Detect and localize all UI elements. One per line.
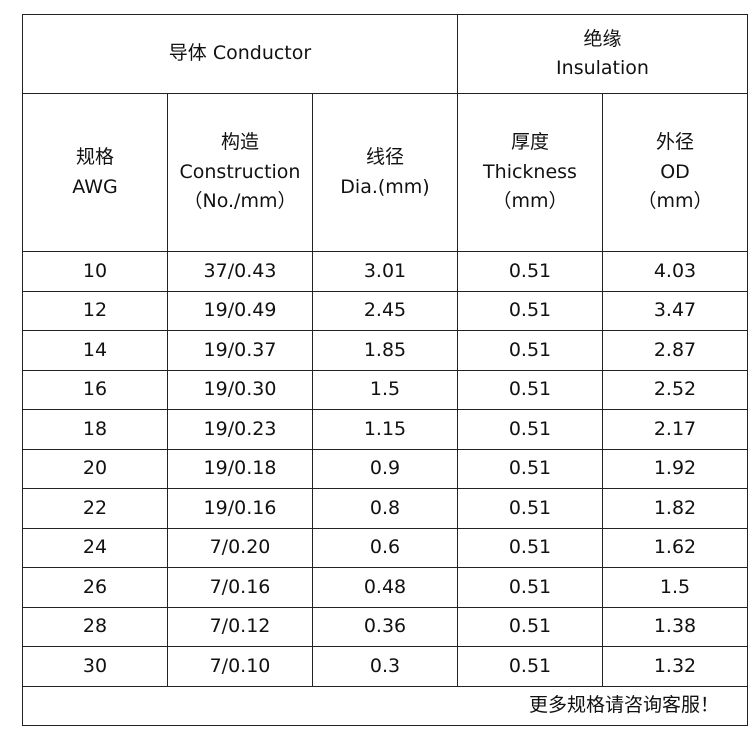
footer-note: 更多规格请咨询客服！ [22, 685, 748, 726]
data-cell: 0.51 [457, 251, 603, 292]
data-row: 14 19/0.37 1.85 0.51 2.87 [22, 330, 748, 371]
data-cell: 0.6 [312, 527, 458, 568]
data-cell: 0.51 [457, 646, 603, 687]
data-cell: 20 [22, 448, 168, 489]
spec-table: 导体 Conductor 绝缘 Insulation 规格 AWG 构造 Construct… [22, 14, 748, 726]
group-header-cell: 绝缘 Insulation [457, 14, 748, 94]
data-cell: 0.48 [312, 567, 458, 608]
data-cell: 37/0.43 [167, 251, 313, 292]
data-cell: 1.15 [312, 409, 458, 450]
data-cell: 19/0.49 [167, 290, 313, 331]
header-line: Construction [179, 160, 301, 183]
header-line: Thickness [483, 160, 577, 183]
header-line: （No./mm） [183, 190, 297, 213]
data-cell: 28 [22, 606, 168, 647]
data-cell: 0.51 [457, 290, 603, 331]
column-header-cell: 线径 Dia.(mm) [312, 93, 458, 252]
data-cell: 0.51 [457, 330, 603, 371]
data-cell: 2.87 [602, 330, 748, 371]
header-line: AWG [72, 175, 118, 198]
data-cell: 0.51 [457, 527, 603, 568]
data-cell: 2.17 [602, 409, 748, 450]
column-header-row: 规格 AWG 构造 Construction （No./mm） 线径 Dia.(mm) 厚度 T… [22, 93, 748, 252]
footer-row: 更多规格请咨询客服！ [22, 685, 748, 726]
data-cell: 18 [22, 409, 168, 450]
header-line: 厚度 [510, 131, 549, 154]
data-cell: 1.5 [312, 369, 458, 410]
header-line: Insulation [556, 57, 649, 79]
header-line: 导体 Conductor [168, 42, 312, 65]
data-row: 30 7/0.10 0.3 0.51 1.32 [22, 646, 748, 687]
data-cell: 14 [22, 330, 168, 371]
group-header-cell: 导体 Conductor [22, 14, 458, 94]
data-row: 28 7/0.12 0.36 0.51 1.38 [22, 606, 748, 647]
data-row: 20 19/0.18 0.9 0.51 1.92 [22, 448, 748, 489]
header-line: （mm） [637, 190, 713, 213]
header-line: 规格 [75, 146, 114, 169]
data-cell: 0.36 [312, 606, 458, 647]
header-line: 绝缘 [583, 27, 622, 50]
data-cell: 4.03 [602, 251, 748, 292]
data-cell: 1.92 [602, 448, 748, 489]
data-cell: 0.51 [457, 488, 603, 529]
data-cell: 1.32 [602, 646, 748, 687]
data-cell: 0.51 [457, 409, 603, 450]
data-cell: 2.45 [312, 290, 458, 331]
data-cell: 19/0.16 [167, 488, 313, 529]
data-cell: 26 [22, 567, 168, 608]
data-cell: 22 [22, 488, 168, 529]
data-row: 22 19/0.16 0.8 0.51 1.82 [22, 488, 748, 529]
data-cell: 19/0.30 [167, 369, 313, 410]
data-cell: 1.62 [602, 527, 748, 568]
data-cell: 30 [22, 646, 168, 687]
data-cell: 10 [22, 251, 168, 292]
data-row: 12 19/0.49 2.45 0.51 3.47 [22, 290, 748, 331]
data-cell: 0.3 [312, 646, 458, 687]
column-header-cell: 外径 OD （mm） [602, 93, 748, 252]
column-header-cell: 构造 Construction （No./mm） [167, 93, 313, 252]
header-line: 外径 [655, 131, 694, 154]
header-line: 构造 [220, 131, 259, 154]
data-cell: 3.47 [602, 290, 748, 331]
data-row: 10 37/0.43 3.01 0.51 4.03 [22, 251, 748, 292]
header-line: 线径 [365, 146, 404, 169]
data-cell: 2.52 [602, 369, 748, 410]
header-line: （mm） [492, 190, 568, 213]
data-cell: 0.51 [457, 606, 603, 647]
data-cell: 7/0.12 [167, 606, 313, 647]
data-cell: 1.85 [312, 330, 458, 371]
data-cell: 0.51 [457, 448, 603, 489]
data-cell: 16 [22, 369, 168, 410]
data-cell: 7/0.20 [167, 527, 313, 568]
data-cell: 0.51 [457, 369, 603, 410]
data-cell: 1.82 [602, 488, 748, 529]
column-header-cell: 规格 AWG [22, 93, 168, 252]
data-cell: 0.8 [312, 488, 458, 529]
group-header-row: 导体 Conductor 绝缘 Insulation [22, 14, 748, 94]
spec-table-container: 导体 Conductor 绝缘 Insulation 规格 AWG 构造 Construct… [22, 14, 750, 726]
data-cell: 1.38 [602, 606, 748, 647]
header-line: Dia.(mm) [340, 175, 430, 198]
column-header-cell: 厚度 Thickness （mm） [457, 93, 603, 252]
data-cell: 19/0.23 [167, 409, 313, 450]
data-row: 16 19/0.30 1.5 0.51 2.52 [22, 369, 748, 410]
data-cell: 3.01 [312, 251, 458, 292]
header-line: OD [660, 160, 690, 183]
data-cell: 19/0.37 [167, 330, 313, 371]
data-cell: 24 [22, 527, 168, 568]
data-row: 18 19/0.23 1.15 0.51 2.17 [22, 409, 748, 450]
data-row: 24 7/0.20 0.6 0.51 1.62 [22, 527, 748, 568]
data-cell: 0.51 [457, 567, 603, 608]
data-row: 26 7/0.16 0.48 0.51 1.5 [22, 567, 748, 608]
data-cell: 7/0.16 [167, 567, 313, 608]
data-cell: 12 [22, 290, 168, 331]
data-cell: 1.5 [602, 567, 748, 608]
data-cell: 19/0.18 [167, 448, 313, 489]
data-cell: 0.9 [312, 448, 458, 489]
data-cell: 7/0.10 [167, 646, 313, 687]
